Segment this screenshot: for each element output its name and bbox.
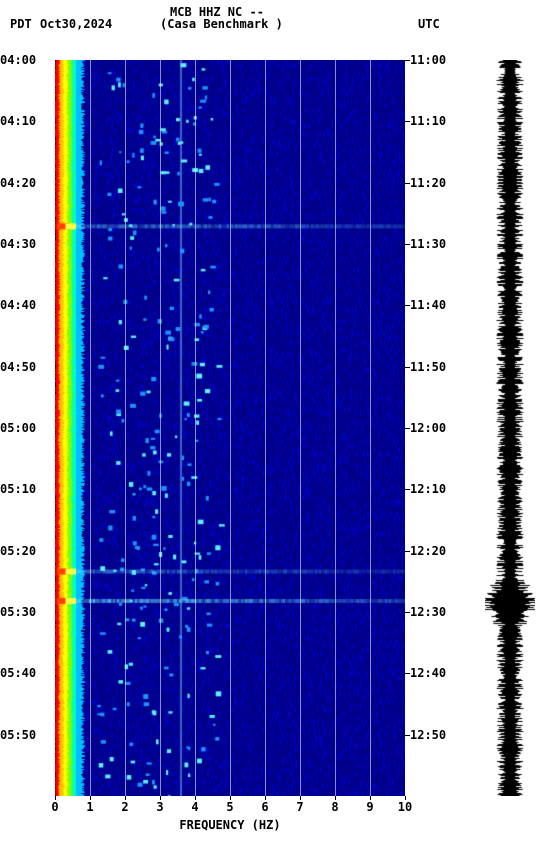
location: (Casa Benchmark ) [160, 17, 283, 31]
left-tick: 04:20 [0, 176, 50, 190]
grid-line [125, 60, 126, 796]
right-tick: 11:10 [410, 114, 455, 128]
freq-tick: 7 [296, 800, 303, 814]
left-tick: 04:10 [0, 114, 50, 128]
freq-tick: 4 [191, 800, 198, 814]
grid-line [230, 60, 231, 796]
right-tick: 12:40 [410, 666, 455, 680]
grid-line [195, 60, 196, 796]
grid-line [160, 60, 161, 796]
right-tick: 11:40 [410, 298, 455, 312]
spectrogram [55, 60, 405, 796]
left-tick: 05:40 [0, 666, 50, 680]
grid-line [90, 60, 91, 796]
freq-tick: 5 [226, 800, 233, 814]
timezone-right: UTC [418, 17, 440, 31]
waveform-canvas [485, 60, 535, 796]
left-tick: 05:50 [0, 728, 50, 742]
left-tick: 04:40 [0, 298, 50, 312]
left-tick: 04:50 [0, 360, 50, 374]
freq-tick: 8 [331, 800, 338, 814]
right-time-axis: 11:0011:1011:2011:3011:4011:5012:0012:10… [410, 60, 455, 796]
left-tick: 04:00 [0, 53, 50, 67]
freq-tick: 2 [121, 800, 128, 814]
grid-line [265, 60, 266, 796]
header: PDT Oct30,2024 MCB HHZ NC -- (Casa Bench… [0, 5, 552, 45]
right-tick: 12:10 [410, 482, 455, 496]
right-tick: 12:20 [410, 544, 455, 558]
left-tick: 04:30 [0, 237, 50, 251]
right-tick: 11:50 [410, 360, 455, 374]
frequency-axis-label: FREQUENCY (HZ) [55, 818, 405, 832]
right-tick: 11:30 [410, 237, 455, 251]
left-tick: 05:30 [0, 605, 50, 619]
right-tick: 12:50 [410, 728, 455, 742]
frequency-axis: 012345678910 [55, 800, 405, 820]
left-tick: 05:10 [0, 482, 50, 496]
timezone-left: PDT [10, 17, 32, 31]
grid-line [370, 60, 371, 796]
freq-tick: 0 [51, 800, 58, 814]
freq-tick: 10 [398, 800, 412, 814]
waveform-panel [485, 60, 535, 796]
grid-line [335, 60, 336, 796]
freq-tick: 6 [261, 800, 268, 814]
freq-tick: 1 [86, 800, 93, 814]
freq-tick: 3 [156, 800, 163, 814]
left-tick: 05:20 [0, 544, 50, 558]
left-tick: 05:00 [0, 421, 50, 435]
left-time-axis: 04:0004:1004:2004:3004:4004:5005:0005:10… [0, 60, 50, 796]
right-tick: 11:00 [410, 53, 455, 67]
date: Oct30,2024 [40, 17, 112, 31]
grid-line [300, 60, 301, 796]
right-tick: 12:30 [410, 605, 455, 619]
freq-tick: 9 [366, 800, 373, 814]
right-tick: 11:20 [410, 176, 455, 190]
right-tick: 12:00 [410, 421, 455, 435]
